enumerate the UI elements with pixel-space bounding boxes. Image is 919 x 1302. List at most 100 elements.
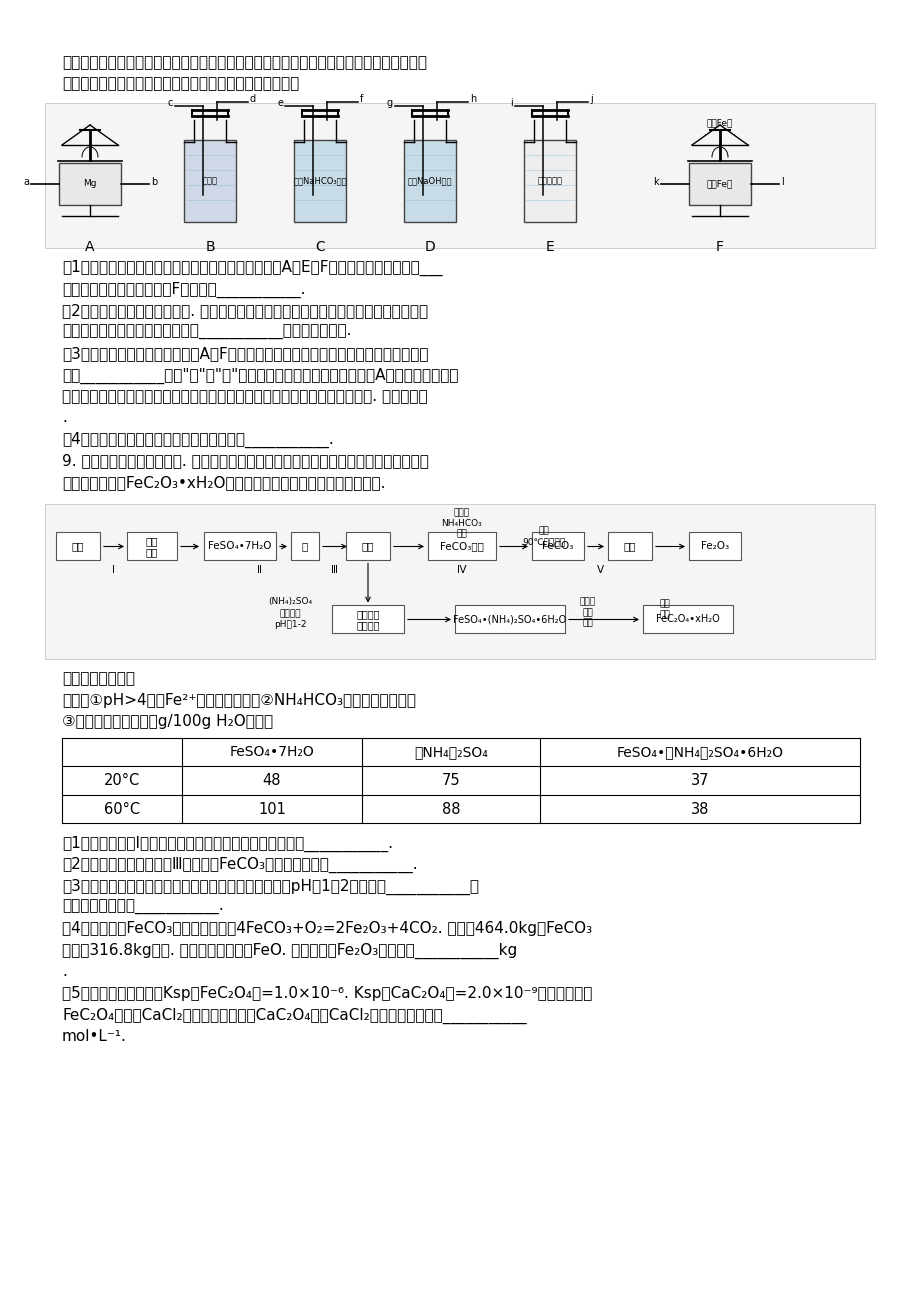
Text: （4）请设计一个实验，验证产物是氮化镁：___________.: （4）请设计一个实验，验证产物是氮化镁：___________. bbox=[62, 432, 334, 448]
Text: b: b bbox=[151, 177, 157, 187]
Text: 48: 48 bbox=[263, 773, 281, 788]
Text: Ⅰ: Ⅰ bbox=[112, 565, 116, 575]
Text: FeSO₄•（NH₄）₂SO₄•6H₂O: FeSO₄•（NH₄）₂SO₄•6H₂O bbox=[616, 745, 783, 759]
Text: （2）在生产氧化铁的步骤Ⅲ中，生成FeCO₃的离子方程式是___________.: （2）在生产氧化铁的步骤Ⅲ中，生成FeCO₃的离子方程式是___________… bbox=[62, 857, 417, 874]
Text: g: g bbox=[387, 98, 392, 108]
Text: 可供选择的装置和药品如图所示（镁粉和还原铁粉均已干燥，装置内所发生的反应都是完全: 可供选择的装置和药品如图所示（镁粉和还原铁粉均已干燥，装置内所发生的反应都是完全 bbox=[62, 55, 426, 70]
Text: 水: 水 bbox=[301, 542, 308, 552]
Text: 20°C: 20°C bbox=[104, 773, 140, 788]
Bar bbox=[403, 141, 456, 223]
Text: ，得到316.8kg产品. 若产品中杂质只有FeO. 则该产品中Fe₂O₃的质量是___________kg: ，得到316.8kg产品. 若产品中杂质只有FeO. 则该产品中Fe₂O₃的质量… bbox=[62, 943, 516, 960]
Text: FeCO₃: FeCO₃ bbox=[541, 542, 573, 552]
Text: 37: 37 bbox=[690, 773, 709, 788]
Text: F: F bbox=[715, 240, 723, 254]
Bar bbox=[455, 605, 564, 634]
Text: FeC₂O₄若要在CaCl₂溶液中开始转化为CaC₂O₄，则CaCl₂的浓度必须不低于___________: FeC₂O₄若要在CaCl₂溶液中开始转化为CaC₂O₄，则CaCl₂的浓度必须… bbox=[62, 1008, 526, 1023]
Bar bbox=[290, 533, 319, 560]
Bar bbox=[45, 103, 874, 247]
Text: Fe₂O₃: Fe₂O₃ bbox=[700, 542, 728, 552]
Text: （4）已知煅烧FeCO₃的化学方程式是4FeCO₃+O₂=2Fe₂O₃+4CO₂. 现煅烧464.0kg的FeCO₃: （4）已知煅烧FeCO₃的化学方程式是4FeCO₃+O₂=2Fe₂O₃+4CO₂… bbox=[62, 922, 592, 936]
Bar bbox=[56, 533, 100, 560]
Text: FeSO₄•7H₂O: FeSO₄•7H₂O bbox=[208, 542, 271, 552]
Text: （1）为了实现实验目的，在设计实验方案时，除装置A、E、F外，还应选择的装置有___: （1）为了实现实验目的，在设计实验方案时，除装置A、E、F外，还应选择的装置有_… bbox=[62, 260, 442, 276]
Text: 75: 75 bbox=[441, 773, 460, 788]
Text: 草酸亚铁晶体（FeC₂O₃•xH₂O）的工艺流程图（部分操作和条件略）.: 草酸亚铁晶体（FeC₂O₃•xH₂O）的工艺流程图（部分操作和条件略）. bbox=[62, 475, 385, 490]
Text: j: j bbox=[589, 94, 592, 104]
Text: 蒸发浓缩
趁热过滤: 蒸发浓缩 趁热过滤 bbox=[356, 609, 380, 630]
Bar bbox=[332, 605, 403, 634]
Text: mol•L⁻¹.: mol•L⁻¹. bbox=[62, 1029, 127, 1044]
Text: 101: 101 bbox=[258, 802, 286, 816]
Text: 请回答下列问题：: 请回答下列问题： bbox=[62, 672, 135, 686]
Bar bbox=[688, 163, 750, 204]
Bar bbox=[184, 141, 236, 223]
Text: （1）流程图步骤Ⅰ中，在提纯时需要加足量的铁屑的原因是___________.: （1）流程图步骤Ⅰ中，在提纯时需要加足量的铁屑的原因是___________. bbox=[62, 836, 392, 852]
Bar bbox=[346, 533, 390, 560]
Text: c: c bbox=[167, 98, 173, 108]
Bar bbox=[607, 533, 652, 560]
Bar bbox=[294, 141, 346, 223]
Bar bbox=[688, 533, 740, 560]
Text: 还原Fe粉: 还原Fe粉 bbox=[706, 180, 732, 189]
Text: 过滤
90℃水洗沉淀: 过滤 90℃水洗沉淀 bbox=[522, 526, 565, 546]
Text: 已知：①pH>4时，Fe²⁺易被氧气氧化；②NH₄HCO₃在热水中会分解；: 已知：①pH>4时，Fe²⁺易被氧气氧化；②NH₄HCO₃在热水中会分解； bbox=[62, 693, 415, 708]
Text: 空气没有排净，其中的氧气、少量二氧化碳和水蒸气与镁反应，生成了氧化镁. 另一原因是: 空气没有排净，其中的氧气、少量二氧化碳和水蒸气与镁反应，生成了氧化镁. 另一原因… bbox=[62, 389, 427, 404]
Text: 饱和NaHCO₃溶液: 饱和NaHCO₃溶液 bbox=[293, 177, 346, 185]
Text: 论值___________（填"大"或"小"），其一原因是同时点燃酒精灯，A中硬质玻璃管中的: 论值___________（填"大"或"小"），其一原因是同时点燃酒精灯，A中硬… bbox=[62, 367, 458, 384]
Text: a: a bbox=[23, 177, 29, 187]
Text: l: l bbox=[780, 177, 783, 187]
Text: 稀硫酸
溶解
草酸: 稀硫酸 溶解 草酸 bbox=[579, 598, 596, 628]
Bar bbox=[204, 533, 276, 560]
Text: Ⅱ: Ⅱ bbox=[257, 565, 262, 575]
Text: .: . bbox=[62, 965, 67, 979]
Text: Ⅴ: Ⅴ bbox=[596, 565, 603, 575]
Text: 38: 38 bbox=[690, 802, 709, 816]
Text: （3）上述流程图制备草酸亚铁过程中，用稀硫酸调溶液pH至1～2的目的是___________，: （3）上述流程图制备草酸亚铁过程中，用稀硫酸调溶液pH至1～2的目的是_____… bbox=[62, 879, 479, 894]
Text: 趁热过滤的原因是___________.: 趁热过滤的原因是___________. bbox=[62, 900, 223, 915]
Text: A: A bbox=[85, 240, 95, 254]
Text: 饱和NaOH溶液: 饱和NaOH溶液 bbox=[407, 177, 452, 185]
Text: 60°C: 60°C bbox=[104, 802, 140, 816]
Text: Ⅲ: Ⅲ bbox=[331, 565, 338, 575]
Text: 9. 铁盐是中学化学常见的盐. 下面是以富含硫酸亚铁的工业废液为原料生产氧化铁和制备: 9. 铁盐是中学化学常见的盐. 下面是以富含硫酸亚铁的工业废液为原料生产氧化铁和… bbox=[62, 453, 428, 469]
Text: 煅烧: 煅烧 bbox=[623, 542, 636, 552]
Text: （3）通入气体后，如果同时点燃A、F装置的酒精灯，对实验结果中所得产品的质量比理: （3）通入气体后，如果同时点燃A、F装置的酒精灯，对实验结果中所得产品的质量比理 bbox=[62, 346, 428, 361]
Text: .: . bbox=[62, 410, 67, 426]
Bar bbox=[127, 533, 176, 560]
Bar bbox=[59, 163, 121, 204]
Bar bbox=[531, 533, 584, 560]
Text: 浓硫酸: 浓硫酸 bbox=[202, 177, 217, 185]
Text: 稀硫酸调
pH至1-2: 稀硫酸调 pH至1-2 bbox=[274, 609, 306, 629]
Text: Ⅳ: Ⅳ bbox=[457, 565, 466, 575]
Text: （填字母代号）；选择装置F的目的是___________.: （填字母代号）；选择装置F的目的是___________. bbox=[62, 281, 305, 298]
Text: FeC₂O₄•xH₂O: FeC₂O₄•xH₂O bbox=[655, 615, 719, 625]
Bar bbox=[642, 605, 732, 634]
Text: （2）连接并检查装置的气密性. 实验开始时，打开自来水的开关，将空气从储气瓶压入反: （2）连接并检查装置的气密性. 实验开始时，打开自来水的开关，将空气从储气瓶压入… bbox=[62, 303, 427, 318]
Bar bbox=[524, 141, 575, 223]
Bar bbox=[427, 533, 495, 560]
Text: e: e bbox=[277, 98, 283, 108]
Text: i: i bbox=[510, 98, 513, 108]
Text: k: k bbox=[652, 177, 658, 187]
Text: 加热
过滤: 加热 过滤 bbox=[659, 599, 670, 618]
Text: E: E bbox=[545, 240, 554, 254]
Text: ③几种物质的溶解度（g/100g H₂O）如下: ③几种物质的溶解度（g/100g H₂O）如下 bbox=[62, 715, 273, 729]
Text: f: f bbox=[359, 94, 363, 104]
Text: 88: 88 bbox=[441, 802, 460, 816]
Bar bbox=[45, 504, 874, 660]
Text: （5）已知：某温度时，Ksp（FeC₂O₄）=1.0×10⁻⁶. Ksp（CaC₂O₄）=2.0×10⁻⁹，此温度下，: （5）已知：某温度时，Ksp（FeC₂O₄）=1.0×10⁻⁶. Ksp（CaC… bbox=[62, 986, 592, 1001]
Text: B: B bbox=[205, 240, 214, 254]
Text: D: D bbox=[425, 240, 435, 254]
Text: FeSO₄•7H₂O: FeSO₄•7H₂O bbox=[230, 745, 314, 759]
Text: h: h bbox=[470, 94, 476, 104]
Text: 提纯
结晶: 提纯 结晶 bbox=[145, 535, 158, 557]
Text: d: d bbox=[250, 94, 255, 104]
Text: 的，整套装置的末端与干燥管相连接），请回答下列问题：: 的，整套装置的末端与干燥管相连接），请回答下列问题： bbox=[62, 77, 299, 91]
Text: 废液: 废液 bbox=[72, 542, 85, 552]
Text: 空气储气瓶: 空气储气瓶 bbox=[537, 177, 562, 185]
Text: 稍过量
NH₄HCO₃
溶液: 稍过量 NH₄HCO₃ 溶液 bbox=[441, 509, 482, 538]
Text: 应装置，则气流流经导管的顺序是___________（填字母代号）.: 应装置，则气流流经导管的顺序是___________（填字母代号）. bbox=[62, 324, 351, 340]
Text: （NH₄）₂SO₄: （NH₄）₂SO₄ bbox=[414, 745, 487, 759]
Text: FeCO₃滤液: FeCO₃滤液 bbox=[439, 542, 483, 552]
Text: Mg: Mg bbox=[83, 180, 96, 189]
